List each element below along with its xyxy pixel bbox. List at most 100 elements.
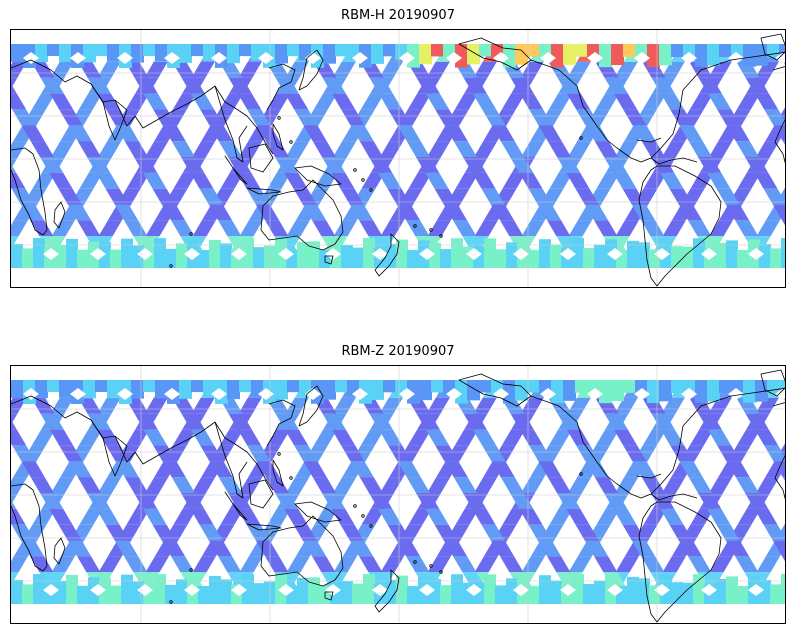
gap-diamond <box>325 584 341 596</box>
swath-segment <box>237 93 262 110</box>
gap-diamond <box>634 388 650 400</box>
south-band-cell <box>341 581 353 604</box>
south-band-cell <box>66 574 78 604</box>
swath-segment <box>134 493 158 509</box>
swath-segment <box>59 109 83 126</box>
swath-segment <box>614 61 638 78</box>
swath-segment <box>87 157 111 173</box>
swath-segment <box>782 141 785 146</box>
swath-segment <box>662 477 686 493</box>
gap-diamond <box>466 248 482 260</box>
coastline-path <box>248 479 274 509</box>
swath-segment <box>266 93 291 110</box>
swath-segment <box>369 413 393 430</box>
swath-segment <box>474 141 498 157</box>
swath-segment <box>594 220 618 237</box>
swath-segment <box>566 93 591 110</box>
swath-segment <box>341 445 365 462</box>
south-band-cell <box>308 577 320 604</box>
coastline-path <box>760 369 785 397</box>
swath-segment <box>286 477 310 493</box>
south-band-cell <box>583 248 595 268</box>
gap-diamond <box>701 248 717 260</box>
north-band-cell <box>407 44 420 68</box>
swath-segment <box>267 508 291 525</box>
island-dot <box>189 568 193 572</box>
swath-segment <box>369 493 393 509</box>
swath-segment <box>190 508 214 525</box>
swath-segment <box>255 204 280 221</box>
swath-segment <box>286 556 310 573</box>
swath-segment <box>285 397 309 414</box>
swath-segment <box>482 445 506 462</box>
gap-diamond <box>466 584 482 596</box>
south-band-cell <box>572 238 584 268</box>
coastline-path <box>266 399 296 447</box>
south-band-cell <box>297 241 309 268</box>
swath-segment <box>568 556 592 573</box>
swath-segment <box>735 220 759 237</box>
swath-segment <box>435 445 459 462</box>
swath-segment <box>247 109 271 126</box>
swath-segment <box>745 413 769 430</box>
north-band-cell <box>59 380 72 398</box>
south-band-cell <box>737 585 749 604</box>
south-band-cell <box>176 579 188 604</box>
north-band-cell <box>371 44 384 64</box>
swath-segment <box>134 157 158 173</box>
coastline-path <box>11 395 274 491</box>
swath-segment <box>472 93 497 110</box>
swath-segment <box>77 556 101 573</box>
swath-segment <box>661 397 685 414</box>
south-band-cell <box>726 240 738 268</box>
south-band-cell <box>440 249 452 268</box>
swath-segment <box>529 109 553 126</box>
island-dot <box>361 178 365 182</box>
swath-segment <box>162 125 186 142</box>
island-dot <box>429 228 433 232</box>
north-band-cell <box>323 44 336 64</box>
island-dot <box>579 472 583 476</box>
swath-segment <box>566 429 591 446</box>
swath-segment <box>51 141 75 157</box>
swath-segment <box>490 540 515 557</box>
swath-segment <box>463 413 487 430</box>
south-band-cell <box>407 249 419 268</box>
swath-segment <box>12 109 36 126</box>
island-dot <box>277 452 281 456</box>
swath-segment <box>651 77 675 94</box>
swath-segment <box>754 429 779 446</box>
swath-segment <box>622 188 646 205</box>
map-canvas-top <box>11 30 786 287</box>
gap-diamond <box>70 52 86 64</box>
map-canvas-bottom <box>11 366 785 623</box>
swath-segment <box>725 540 750 557</box>
swath-segment <box>567 61 591 78</box>
swath-segment <box>50 61 74 78</box>
coastline-path <box>224 155 282 195</box>
south-band-cell <box>682 246 694 268</box>
swath-segment <box>688 220 712 237</box>
swath-segment <box>228 413 252 430</box>
swath-segment <box>312 141 336 157</box>
swath-segment <box>745 77 769 94</box>
coastline-path <box>638 165 722 287</box>
south-band-cell <box>55 245 67 268</box>
swath-segment <box>745 157 769 173</box>
swath-segment <box>96 429 121 446</box>
south-band-cell <box>726 576 738 604</box>
north-band-cell <box>59 44 72 62</box>
swath-segment <box>707 172 731 189</box>
swath-segment <box>764 109 785 126</box>
south-band-cell <box>495 249 507 268</box>
swath-segment <box>615 556 639 573</box>
coastline-path <box>53 537 66 565</box>
swath-segment <box>500 220 524 237</box>
south-band-cell <box>11 244 23 268</box>
swath-segment <box>98 556 122 573</box>
swath-segment <box>707 93 732 110</box>
south-band-cell <box>165 248 177 268</box>
swath-segment <box>735 556 759 573</box>
island-dot <box>439 234 443 238</box>
swath-segment <box>785 252 786 268</box>
